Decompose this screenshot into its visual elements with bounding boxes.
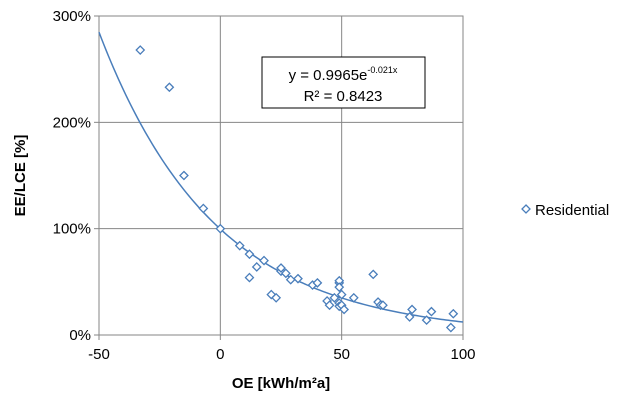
data-point xyxy=(348,292,359,303)
equation-exponent: -0.021x xyxy=(367,65,398,75)
data-point xyxy=(448,308,459,319)
y-axis-title: EE/LCE [%] xyxy=(12,135,29,217)
data-point xyxy=(407,304,417,315)
data-point xyxy=(234,240,245,251)
r-squared-label: R² = 0.8423 xyxy=(304,88,383,105)
data-point xyxy=(215,223,226,234)
data-points xyxy=(135,45,459,333)
x-axis-title: OE [kWh/m²a] xyxy=(232,375,330,392)
data-point xyxy=(179,170,189,181)
data-point xyxy=(334,282,345,293)
data-point xyxy=(271,292,282,303)
plot-border xyxy=(98,15,464,336)
data-point xyxy=(276,263,286,273)
x-tick-label: 100 xyxy=(450,346,475,363)
data-point xyxy=(426,306,437,317)
data-point xyxy=(336,289,347,300)
y-axis-ticks: 0% 100% 200% 300% xyxy=(53,8,99,344)
y-tick-label: 0% xyxy=(69,327,91,344)
legend-label: Residential xyxy=(535,202,609,219)
legend-marker-diamond xyxy=(521,204,531,214)
data-point xyxy=(329,292,340,303)
y-tick-label: 200% xyxy=(53,114,91,131)
data-point xyxy=(421,315,432,326)
trendline-equation-box: y = 0.9965e-0.021x R² = 0.8423 xyxy=(261,56,426,109)
data-point xyxy=(198,203,209,214)
legend: Residential xyxy=(521,202,609,219)
data-point xyxy=(445,322,456,333)
x-axis-ticks: -50 0 50 100 xyxy=(88,335,476,363)
data-point xyxy=(244,272,255,283)
data-point xyxy=(164,82,175,93)
data-point xyxy=(280,268,291,279)
x-tick-label: -50 xyxy=(88,346,110,363)
data-point xyxy=(259,255,269,266)
x-tick-label: 50 xyxy=(333,346,350,363)
trendline-equation: y = 0.9965e-0.021x xyxy=(289,65,398,84)
data-point xyxy=(324,300,335,311)
x-tick-label: 0 xyxy=(216,346,224,363)
equation-base: y = 0.9965e xyxy=(289,67,368,84)
data-point xyxy=(404,312,415,322)
data-point xyxy=(378,300,388,311)
data-point xyxy=(368,269,379,280)
data-point xyxy=(244,249,255,260)
data-point xyxy=(312,277,323,288)
y-tick-label: 100% xyxy=(53,221,91,238)
y-tick-label: 300% xyxy=(53,8,91,25)
equation-box-border xyxy=(261,56,426,109)
data-point xyxy=(135,45,146,55)
data-point xyxy=(293,273,303,284)
data-point xyxy=(251,262,262,272)
data-point xyxy=(339,304,350,315)
